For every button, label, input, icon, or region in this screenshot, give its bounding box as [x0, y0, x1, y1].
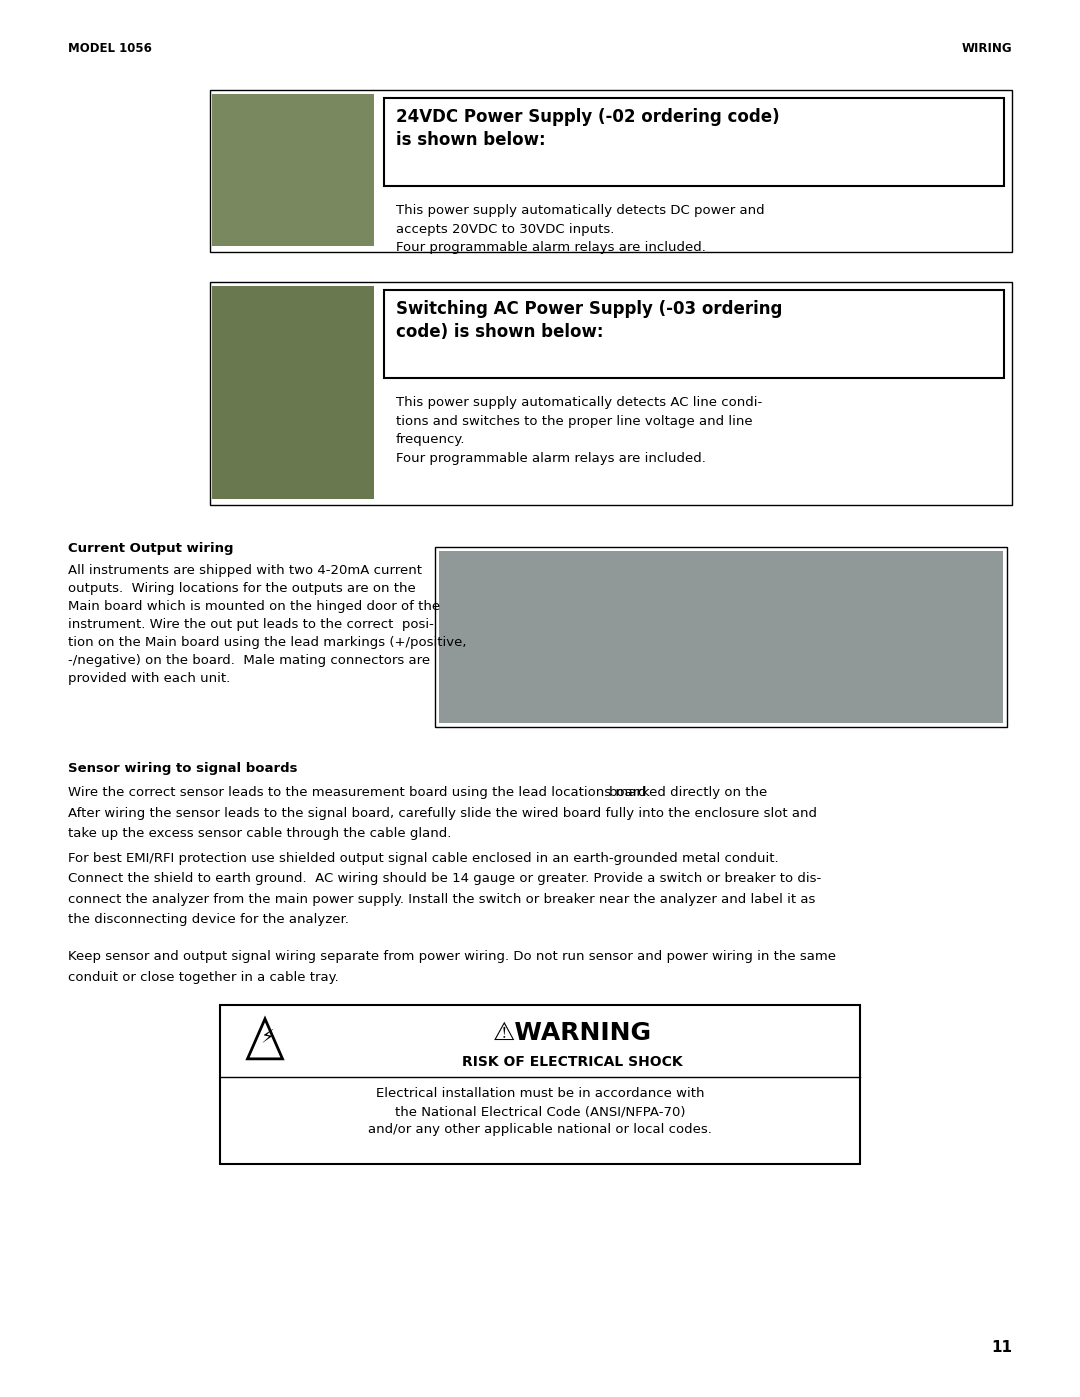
Bar — [384, 291, 1004, 379]
Text: ⚡: ⚡ — [260, 1028, 274, 1046]
Bar — [210, 282, 1012, 504]
Text: Switching AC Power Supply (-03 ordering
code) is shown below:: Switching AC Power Supply (-03 ordering … — [396, 300, 782, 341]
Bar — [212, 286, 374, 499]
Text: the disconnecting device for the analyzer.: the disconnecting device for the analyze… — [68, 914, 349, 926]
Text: conduit or close together in a cable tray.: conduit or close together in a cable tra… — [68, 971, 339, 983]
Bar — [384, 98, 1004, 186]
Bar — [438, 550, 1003, 724]
Text: This power supply automatically detects AC line condi-
tions and switches to the: This power supply automatically detects … — [396, 395, 762, 464]
Bar — [435, 548, 1007, 726]
Text: Wire the correct sensor leads to the measurement board using the lead locations : Wire the correct sensor leads to the mea… — [68, 787, 771, 799]
Text: RISK OF ELECTRICAL SHOCK: RISK OF ELECTRICAL SHOCK — [461, 1055, 683, 1069]
Text: All instruments are shipped with two 4-20mA current
outputs.  Wiring locations f: All instruments are shipped with two 4-2… — [68, 564, 467, 685]
Bar — [220, 1006, 860, 1164]
Text: Keep sensor and output signal wiring separate from power wiring. Do not run sens: Keep sensor and output signal wiring sep… — [68, 950, 836, 963]
Text: Electrical installation must be in accordance with
the National Electrical Code : Electrical installation must be in accor… — [368, 1087, 712, 1136]
Text: This power supply automatically detects DC power and
accepts 20VDC to 30VDC inpu: This power supply automatically detects … — [396, 204, 765, 254]
Text: board.: board. — [609, 787, 651, 799]
Text: Sensor wiring to signal boards: Sensor wiring to signal boards — [68, 761, 297, 775]
Text: ⚠WARNING: ⚠WARNING — [492, 1021, 651, 1045]
Text: 11: 11 — [991, 1340, 1012, 1355]
Bar — [212, 94, 374, 246]
Bar — [210, 89, 1012, 251]
Text: connect the analyzer from the main power supply. Install the switch or breaker n: connect the analyzer from the main power… — [68, 893, 815, 905]
Text: Current Output wiring: Current Output wiring — [68, 542, 233, 555]
Text: MODEL 1056: MODEL 1056 — [68, 42, 152, 54]
Text: Connect the shield to earth ground.  AC wiring should be 14 gauge or greater. Pr: Connect the shield to earth ground. AC w… — [68, 872, 821, 886]
Text: 24VDC Power Supply (-02 ordering code)
is shown below:: 24VDC Power Supply (-02 ordering code) i… — [396, 108, 780, 149]
Text: After wiring the sensor leads to the signal board, carefully slide the wired boa: After wiring the sensor leads to the sig… — [68, 806, 816, 820]
Text: take up the excess sensor cable through the cable gland.: take up the excess sensor cable through … — [68, 827, 451, 840]
Text: For best EMI/RFI protection use shielded output signal cable enclosed in an eart: For best EMI/RFI protection use shielded… — [68, 852, 779, 865]
Text: WIRING: WIRING — [961, 42, 1012, 54]
